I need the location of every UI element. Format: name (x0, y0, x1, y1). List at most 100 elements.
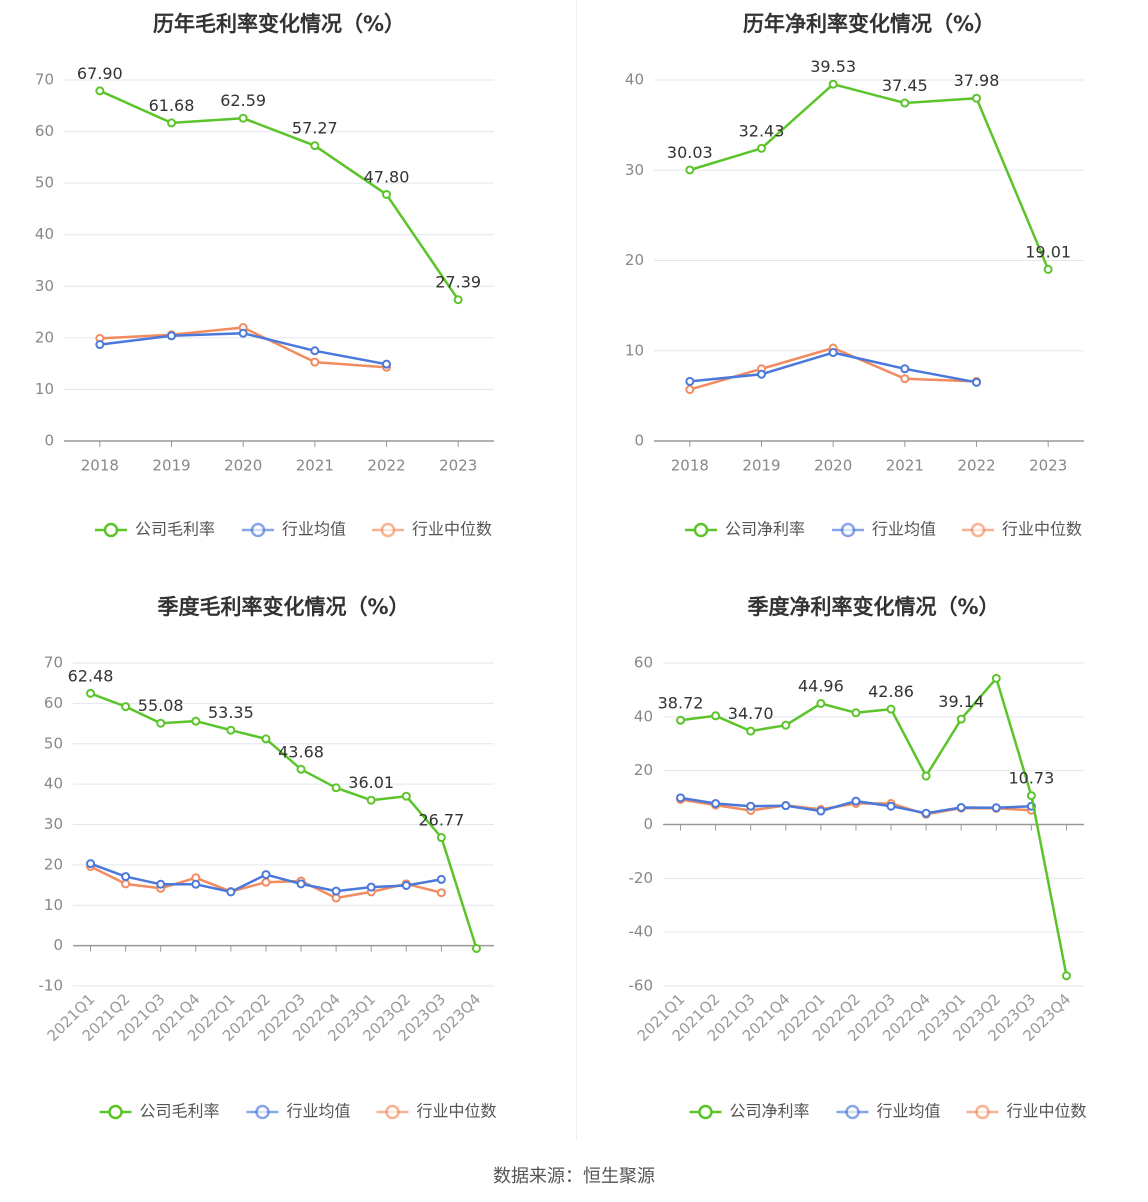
data-point (167, 118, 176, 128)
data-label: 26.77 (418, 811, 464, 830)
data-label: 42.86 (868, 682, 914, 701)
y-tick-label: 30 (44, 815, 63, 833)
data-label: 38.72 (658, 693, 704, 712)
x-tick-label: 2021 (886, 457, 924, 475)
legend-swatch-marker (380, 522, 396, 538)
data-point (1061, 971, 1071, 981)
data-point (991, 803, 1001, 813)
y-tick-label: 0 (643, 815, 653, 833)
data-point (366, 795, 376, 805)
data-point (956, 803, 966, 813)
data-point (366, 882, 376, 892)
legend-item: 行业均值 (836, 1102, 941, 1121)
data-label: 37.98 (954, 71, 1000, 90)
chart-annual-net-margin: 历年净利率变化情况（%） 0 10 20 30 40 2018 2019 2020 2021 202… (625, 12, 1084, 539)
chart-title: 历年毛利率变化情况（%） (153, 12, 405, 36)
data-point (95, 86, 105, 96)
data-point (471, 943, 481, 953)
data-point (382, 359, 391, 369)
source-footer: 数据来源：恒生聚源 (493, 1166, 655, 1187)
legend-item: 公司毛利率 (95, 520, 215, 539)
legend-item: 行业中位数 (376, 1102, 497, 1121)
legend-label: 行业均值 (872, 520, 936, 539)
legend-item: 公司净利率 (685, 520, 805, 539)
y-tick-label: 60 (634, 654, 653, 672)
data-point (401, 880, 411, 890)
data-label: 55.08 (138, 696, 184, 715)
data-point (711, 711, 721, 721)
series-line (90, 692, 478, 949)
data-label: 61.68 (149, 96, 195, 115)
data-point (121, 879, 131, 889)
data-point (685, 385, 695, 395)
chart-annual-gross-margin: 历年毛利率变化情况（%） 0 10 20 30 40 50 60 70 2018 2019 2020 2… (35, 12, 494, 539)
data-point (331, 886, 341, 896)
chart-title: 季度净利率变化情况（%） (747, 595, 999, 619)
data-point (886, 704, 896, 714)
data-label: 36.01 (348, 773, 394, 792)
data-label: 44.96 (798, 676, 844, 695)
data-point (86, 859, 96, 869)
data-point (991, 673, 1001, 683)
legend-item: 行业均值 (832, 520, 936, 539)
data-point (296, 764, 306, 774)
data-point (828, 348, 838, 358)
x-tick-label: 2018 (671, 457, 709, 475)
data-point (310, 141, 320, 151)
y-tick-label: 70 (44, 654, 63, 672)
series-line (99, 89, 460, 301)
data-label: 67.90 (77, 64, 123, 83)
data-label: 53.35 (208, 703, 254, 722)
data-point (851, 708, 861, 718)
legend-swatch-marker (698, 1104, 713, 1120)
y-tick-label: 60 (44, 694, 63, 712)
x-tick-label: 2018 (81, 457, 119, 475)
data-point (956, 714, 966, 724)
y-tick-label: 20 (44, 855, 63, 873)
data-point (296, 879, 306, 889)
legend-swatch-marker (975, 1104, 990, 1120)
data-point (436, 888, 446, 898)
data-point (191, 879, 201, 889)
y-tick-label: 50 (44, 734, 63, 752)
data-point (86, 688, 96, 698)
x-tick-label: 2019 (742, 457, 780, 475)
data-point (757, 143, 766, 153)
x-tick-label: 2022 (367, 457, 405, 475)
chart-quarterly-net-margin: 季度净利率变化情况（%）-60-40-2002040602021Q12021Q2… (629, 595, 1087, 1121)
y-tick-label: 40 (35, 225, 54, 243)
x-tick-label: 2021 (296, 457, 334, 475)
data-label: 32.43 (739, 121, 785, 140)
data-point (191, 716, 201, 726)
data-point (436, 833, 446, 843)
data-point (382, 189, 391, 199)
data-point (95, 340, 105, 350)
data-point (226, 887, 236, 897)
data-label: 34.70 (728, 704, 774, 723)
data-point (900, 98, 910, 108)
y-tick-label: 0 (53, 936, 63, 954)
data-point (921, 808, 931, 818)
data-point (238, 113, 248, 123)
chart-quarterly-gross-margin: 季度毛利率变化情况（%）-100102030405060702021Q12021… (39, 595, 497, 1121)
data-label: 30.03 (667, 143, 713, 162)
data-point (781, 801, 791, 811)
data-point (972, 377, 981, 387)
y-tick-label: 0 (634, 432, 644, 450)
legend-label: 公司毛利率 (135, 520, 215, 539)
legend-swatch-marker (250, 522, 266, 538)
x-tick-label: 2020 (814, 457, 852, 475)
legend-label: 行业均值 (877, 1102, 941, 1121)
data-point (746, 726, 756, 736)
data-label: 47.80 (364, 167, 410, 186)
data-point (851, 796, 861, 806)
y-tick-label: 30 (35, 277, 54, 295)
data-point (886, 801, 896, 811)
data-point (676, 715, 686, 725)
legend-label: 公司净利率 (730, 1102, 810, 1121)
data-point (676, 793, 686, 803)
y-tick-label: 40 (44, 775, 63, 793)
data-label: 39.14 (938, 692, 984, 711)
data-point (757, 369, 766, 379)
y-tick-label: 50 (35, 174, 54, 192)
